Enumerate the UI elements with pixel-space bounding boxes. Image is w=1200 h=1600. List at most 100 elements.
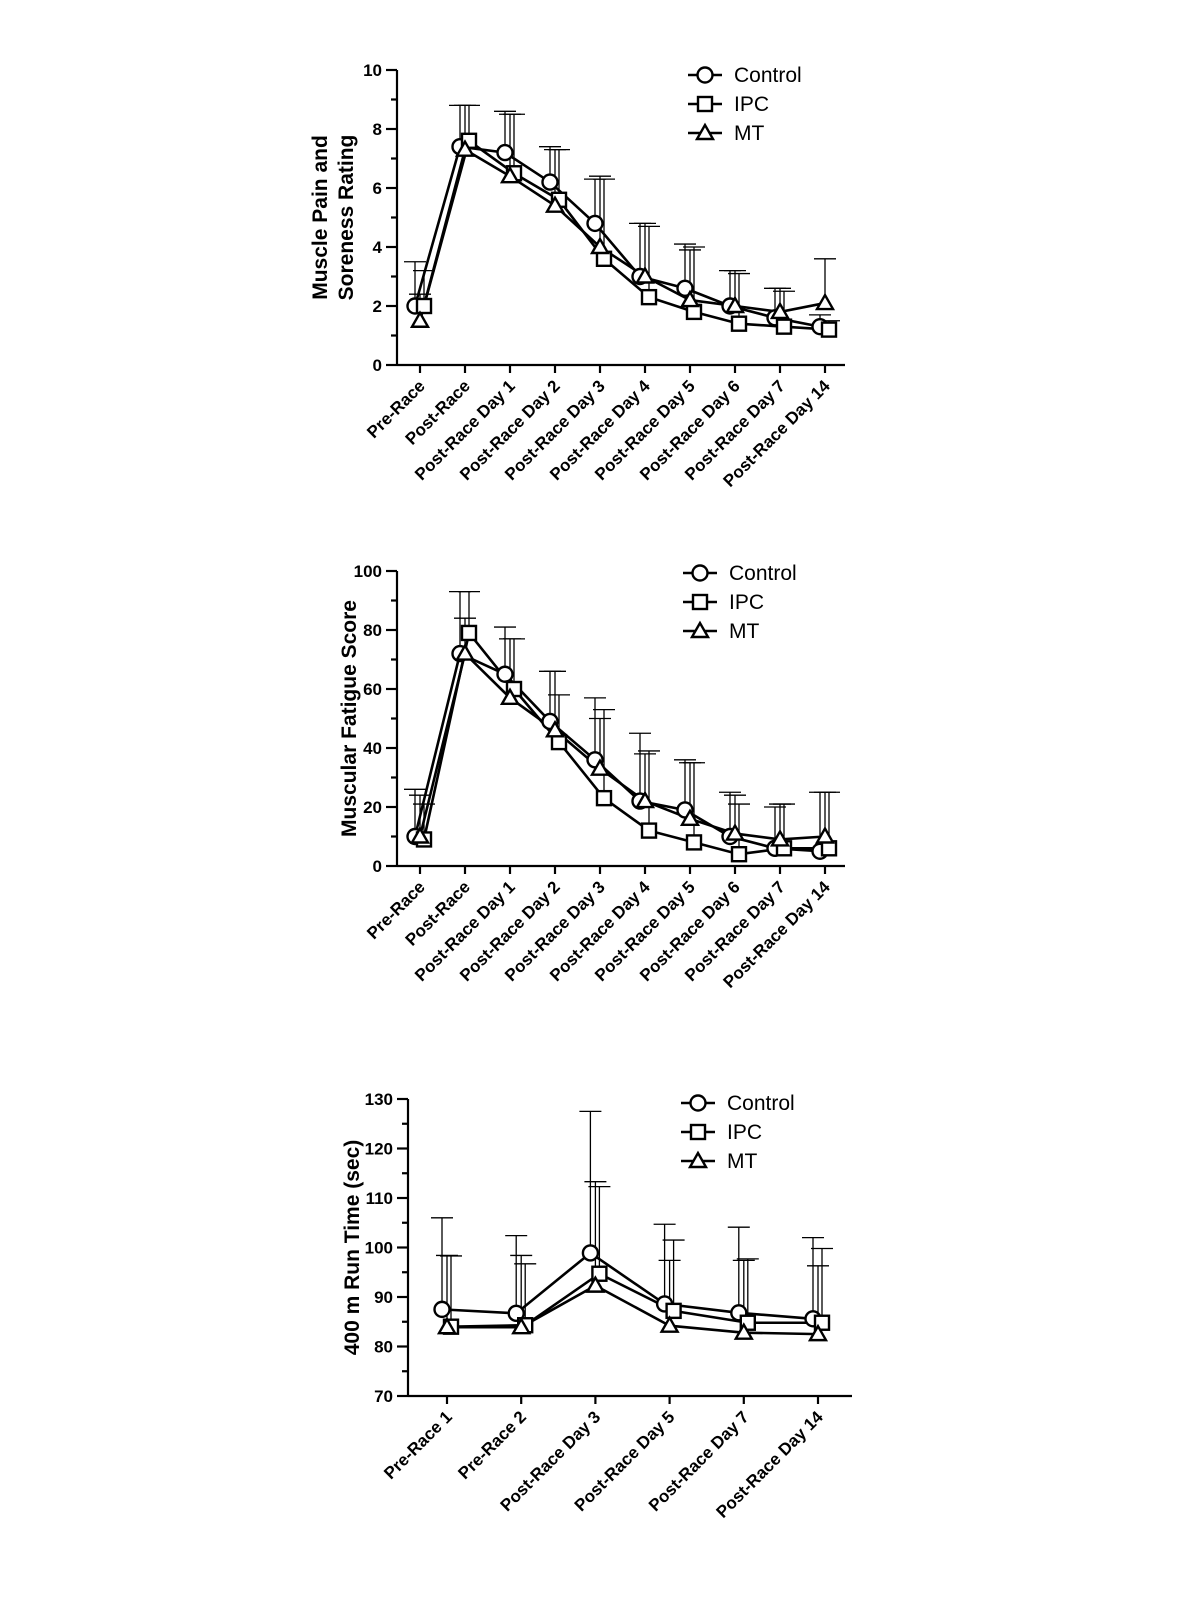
point-mt — [769, 829, 791, 847]
y-tick-label: 80 — [363, 621, 382, 640]
y-tick-label: 40 — [363, 739, 382, 758]
point-control — [586, 214, 604, 233]
point-control — [496, 665, 514, 683]
legend-marker-ipc — [691, 593, 709, 611]
y-axis-title-line: Soreness Rating — [335, 135, 358, 301]
point-ipc — [730, 315, 748, 332]
point-mt — [724, 823, 746, 841]
y-axis-title-line: Muscular Fatigue Score — [338, 600, 361, 837]
y-axis-title-line: 400 m Run Time (sec) — [341, 1140, 364, 1356]
point-ipc — [415, 297, 433, 315]
series-line-ipc — [450, 1272, 822, 1328]
y-tick-label: 80 — [374, 1338, 393, 1357]
point-ipc — [820, 321, 838, 338]
y-tick-label: 8 — [373, 120, 382, 139]
legend: Control IPC MT — [681, 1092, 795, 1173]
legend-label: IPC — [727, 1121, 762, 1144]
legend-label: Control — [734, 64, 802, 87]
point-mt — [511, 1316, 532, 1335]
x-tick-label: Pre-Race 1 — [380, 1407, 456, 1483]
y-tick-label: 100 — [365, 1239, 393, 1258]
point-ipc — [730, 846, 748, 863]
point-ipc — [665, 1302, 682, 1320]
y-axis-title: Muscular Fatigue Score — [338, 600, 361, 837]
point-control — [541, 173, 559, 191]
chart-3: 70 80 90 100 110 120 130 400 m Run Time (sec) Pr… — [341, 1090, 852, 1522]
legend-label: MT — [734, 122, 764, 145]
series-line-mt — [418, 147, 826, 322]
point-mt — [409, 826, 431, 844]
series-line-mt — [418, 651, 826, 841]
point-mt — [454, 139, 476, 157]
point-ipc — [685, 834, 703, 851]
legend-marker-ipc — [689, 1123, 707, 1141]
point-mt — [679, 289, 701, 308]
point-ipc — [640, 822, 658, 839]
point-ipc — [775, 318, 793, 335]
y-tick-label: 90 — [374, 1288, 393, 1307]
point-mt — [499, 165, 521, 184]
y-tick-label: 6 — [373, 179, 382, 198]
series-line-control — [413, 651, 821, 853]
y-tick-label: 0 — [373, 857, 382, 876]
legend-marker-control — [696, 66, 714, 84]
series-line-control — [413, 145, 821, 328]
y-axis-title-line: Muscle Pain and — [309, 135, 332, 300]
y-tick-label: 20 — [363, 798, 382, 817]
point-mt — [769, 301, 791, 320]
legend-marker-mt — [687, 1150, 709, 1169]
point-ipc — [640, 288, 658, 306]
y-axis-title: Muscle Pain and Soreness Rating — [309, 135, 358, 301]
legend-marker-control — [689, 1094, 707, 1112]
point-mt — [814, 292, 836, 311]
legend: Control IPC MT — [688, 64, 802, 145]
series-line-control — [441, 1251, 814, 1321]
point-mt — [409, 310, 431, 328]
y-tick-label: 60 — [363, 680, 382, 699]
y-tick-label: 10 — [363, 61, 382, 80]
legend-label: MT — [729, 620, 759, 643]
point-mt — [807, 1323, 829, 1342]
point-mt — [589, 236, 611, 255]
point-ipc — [460, 624, 478, 642]
x-tick-label: Pre-Race 2 — [454, 1407, 530, 1483]
legend-label: Control — [727, 1092, 795, 1115]
y-tick-label: 110 — [366, 1189, 393, 1208]
point-mt — [436, 1316, 458, 1335]
y-tick-label: 130 — [365, 1090, 393, 1109]
point-control — [433, 1300, 451, 1319]
series-line-ipc — [422, 138, 830, 331]
point-mt — [634, 790, 656, 809]
point-control — [496, 143, 514, 162]
y-tick-label: 0 — [373, 356, 382, 375]
point-mt — [659, 1315, 680, 1333]
y-axis-title: 400 m Run Time (sec) — [341, 1140, 364, 1356]
point-mt — [589, 758, 611, 776]
legend-marker-control — [691, 564, 709, 582]
point-mt — [454, 643, 476, 661]
series-line-mt — [447, 1284, 819, 1336]
point-ipc — [595, 789, 613, 807]
legend-label: IPC — [729, 591, 764, 614]
point-mt — [544, 719, 566, 738]
point-mt — [544, 195, 566, 213]
legend-label: MT — [727, 1150, 757, 1173]
y-tick-label: 120 — [365, 1140, 393, 1159]
point-mt — [724, 295, 746, 314]
y-tick-label: 4 — [373, 238, 383, 257]
y-tick-label: 70 — [374, 1387, 393, 1406]
legend-label: Control — [729, 562, 797, 585]
legend-marker-mt — [694, 122, 716, 141]
y-tick-label: 2 — [373, 297, 382, 316]
legend-marker-ipc — [696, 95, 714, 113]
legend-marker-mt — [689, 620, 711, 639]
legend-label: IPC — [734, 93, 769, 116]
point-mt — [634, 266, 656, 284]
point-mt — [679, 808, 701, 826]
point-mt — [733, 1322, 754, 1340]
series-line-ipc — [422, 630, 829, 856]
point-control — [581, 1244, 600, 1262]
